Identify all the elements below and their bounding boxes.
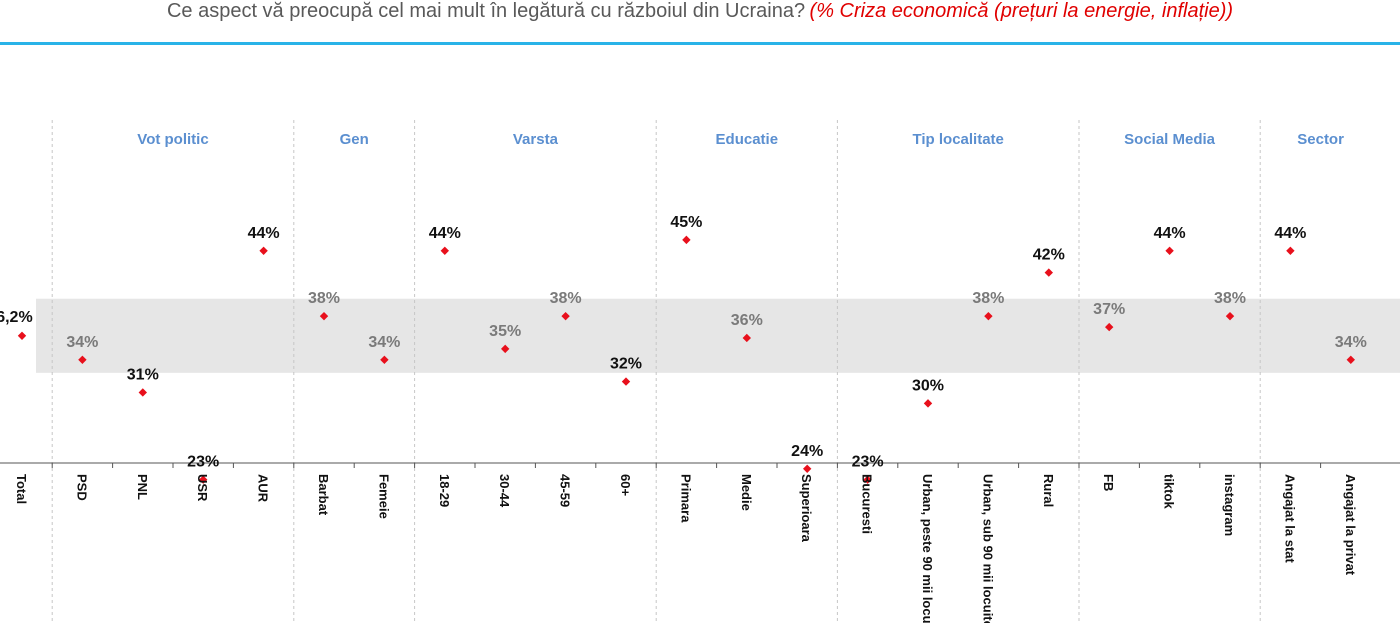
group-label-gen: Gen [340, 131, 369, 148]
value-label-medie: 36% [731, 312, 763, 329]
category-label-tiktok: tiktok [1162, 474, 1177, 509]
data-point-medie [742, 333, 751, 343]
value-label-urban-sub-90-mii-locuitori: 38% [972, 290, 1004, 307]
category-label-angajat-la-privat: Angajat la privat [1343, 474, 1358, 576]
data-point-bucuresti [863, 475, 872, 484]
category-label-barbat: Barbat [316, 474, 331, 516]
data-point-femeie [380, 355, 389, 364]
value-label-18-29: 44% [429, 225, 461, 242]
data-point-tiktok [1165, 246, 1174, 255]
category-label-rural: Rural [1041, 474, 1056, 507]
data-point-psd [78, 355, 87, 364]
data-point-superioara [803, 464, 812, 473]
category-label-urban-sub-90-mii-locuitori: Urban, sub 90 mii locuitori [980, 474, 995, 623]
data-point-rural [1044, 268, 1053, 277]
value-label-psd: 34% [66, 334, 98, 351]
data-point-urban-peste-90-mii-locuitori [923, 399, 933, 408]
value-label-total: 36,2% [0, 309, 33, 326]
value-label-femeie: 34% [368, 334, 400, 351]
title-question: Ce aspect vă preocupă cel mai mult în le… [166, 0, 806, 22]
data-point-usr [199, 475, 208, 484]
value-label-tiktok: 44% [1154, 225, 1186, 242]
category-label-aur: AUR [256, 474, 271, 503]
category-label-psd: PSD [74, 474, 89, 501]
value-label-primara: 45% [670, 214, 702, 231]
category-label-18-29: 18-29 [437, 474, 452, 507]
category-label-bucuresti: Bucuresti [860, 474, 875, 534]
data-point-30-44 [501, 344, 510, 354]
data-point-45-59 [561, 311, 570, 321]
group-label-social-media: Social Media [1124, 131, 1216, 148]
category-label-usr: USR [195, 474, 210, 502]
category-label-total: Total [14, 474, 29, 504]
title-subtitle: (% Criza economică (prețuri la energie, … [809, 0, 1234, 22]
data-point-angajat-la-privat [1346, 355, 1355, 364]
group-label-vot-politic: Vot politic [137, 131, 208, 148]
category-label-urban-peste-90-mii-locuitori: Urban, peste 90 mii locuitori [920, 474, 935, 623]
value-label-urban-peste-90-mii-locuitori: 30% [912, 377, 944, 394]
data-point-total [17, 331, 27, 340]
value-label-aur: 44% [248, 225, 280, 242]
value-label-45-59: 38% [550, 290, 582, 307]
data-point-60 [621, 377, 631, 386]
category-label-superioara: Superioara [799, 474, 814, 543]
value-label-angajat-la-privat: 34% [1335, 334, 1367, 351]
group-label-tip-localitate: Tip localitate [912, 131, 1003, 148]
data-point-18-29 [440, 246, 449, 255]
value-label-fb: 37% [1093, 301, 1125, 318]
data-point-urban-sub-90-mii-locuitori [984, 311, 993, 321]
chart-title: Ce aspect vă preocupă cel mai mult în le… [0, 0, 1400, 34]
group-label-varsta: Varsta [513, 131, 559, 148]
data-point-angajat-la-stat [1286, 246, 1295, 255]
category-label-60: 60+ [618, 474, 633, 496]
average-band [36, 298, 1400, 373]
data-point-instagram [1225, 311, 1235, 321]
value-label-bucuresti: 23% [852, 454, 884, 471]
value-label-30-44: 35% [489, 323, 521, 340]
group-label-sector: Sector [1297, 131, 1344, 148]
group-label-educatie: Educatie [716, 131, 779, 148]
category-label-instagram: instagram [1222, 474, 1237, 536]
value-label-rural: 42% [1033, 247, 1065, 264]
value-label-60: 32% [610, 356, 642, 373]
category-label-angajat-la-stat: Angajat la stat [1282, 474, 1297, 564]
value-label-instagram: 38% [1214, 290, 1246, 307]
data-point-aur [259, 246, 268, 255]
title-underline [0, 42, 1400, 45]
category-label-fb: FB [1101, 474, 1116, 491]
data-point-fb [1105, 322, 1114, 332]
value-label-superioara: 24% [791, 443, 823, 460]
value-label-pnl: 31% [127, 366, 159, 383]
category-label-femeie: Femeie [376, 474, 391, 519]
data-point-primara [682, 235, 691, 245]
category-label-primara: Primara [678, 474, 693, 523]
data-point-barbat [319, 311, 329, 321]
value-label-barbat: 38% [308, 290, 340, 307]
value-label-usr: 23% [187, 454, 219, 471]
category-label-pnl: PNL [135, 474, 150, 500]
category-label-30-44: 30-44 [497, 474, 512, 508]
data-point-pnl [138, 388, 147, 397]
value-label-angajat-la-stat: 44% [1274, 225, 1306, 242]
category-label-45-59: 45-59 [558, 474, 573, 507]
category-label-medie: Medie [739, 474, 754, 511]
